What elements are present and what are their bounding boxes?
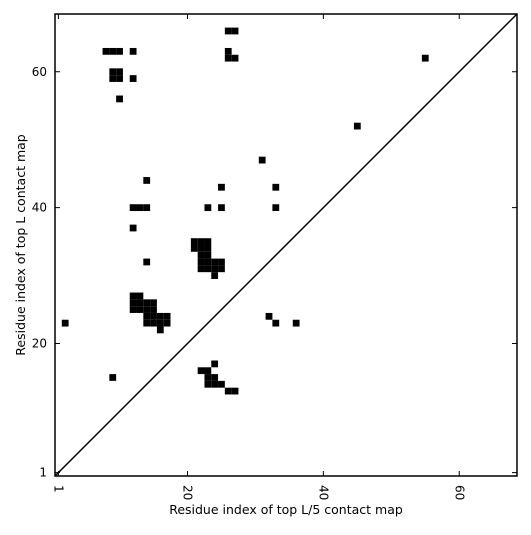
- contact-cell-upper: [129, 47, 137, 55]
- contact-cell-upper: [143, 258, 151, 266]
- contact-cell-upper: [136, 204, 144, 212]
- contact-cell-lower: [224, 387, 232, 395]
- contact-cell-lower: [218, 380, 225, 388]
- contact-cell-upper: [197, 251, 205, 259]
- contact-cell-upper: [204, 204, 212, 212]
- contact-cell-upper: [190, 238, 198, 245]
- contact-cell-upper: [143, 177, 151, 184]
- contact-cell-lower: [163, 312, 171, 320]
- contact-cell-lower: [143, 312, 151, 320]
- contact-cell-lower: [143, 319, 151, 327]
- contact-cell-lower: [150, 312, 157, 320]
- contact-cell-upper: [258, 156, 266, 164]
- contact-cell-lower: [150, 299, 157, 307]
- contact-cell-upper: [197, 245, 205, 252]
- contact-cell-upper: [197, 238, 205, 245]
- contact-cell-upper: [116, 75, 123, 82]
- contact-cell-lower: [129, 299, 137, 307]
- plot-frame: [54, 13, 518, 477]
- contact-cell-lower: [136, 306, 144, 313]
- contact-cell-upper: [231, 54, 239, 62]
- contact-cell-lower: [156, 319, 164, 327]
- contact-cell-lower: [211, 380, 219, 388]
- contact-cell-upper: [129, 224, 137, 232]
- contact-cell-lower: [150, 306, 157, 313]
- contact-cell-lower: [265, 312, 273, 320]
- contact-cell-lower: [109, 374, 117, 381]
- contact-cell-lower: [163, 319, 171, 327]
- y-tick-label: 40: [32, 201, 47, 215]
- contact-cell-upper: [116, 47, 123, 55]
- contact-cell-upper: [204, 251, 212, 259]
- contact-cell-lower: [211, 360, 219, 368]
- contact-cell-upper: [102, 47, 110, 55]
- contact-cell-lower: [156, 326, 164, 334]
- contact-cell-upper: [231, 27, 239, 35]
- contact-cell-upper: [211, 265, 219, 273]
- x-tick-label: 1: [51, 485, 65, 493]
- contact-cell-upper: [218, 265, 225, 273]
- y-tick-label: 1: [39, 466, 47, 480]
- x-tick-label: 40: [316, 485, 330, 500]
- y-tick-label: 60: [32, 65, 47, 79]
- contact-cell-lower: [61, 319, 69, 327]
- contact-cell-upper: [224, 54, 232, 62]
- contact-cell-upper: [190, 245, 198, 252]
- contact-cell-lower: [197, 367, 205, 375]
- y-axis-title: Residue index of top L contact map: [13, 134, 28, 355]
- contact-cell-upper: [421, 54, 429, 62]
- contact-cell-upper: [218, 204, 225, 212]
- diagonal-line-layer: [54, 13, 518, 477]
- contact-cell-upper: [204, 265, 212, 273]
- contact-cell-upper: [353, 122, 361, 130]
- contact-cell-lower: [204, 374, 212, 381]
- contact-cell-lower: [143, 299, 151, 307]
- contact-cell-upper: [109, 68, 117, 76]
- contact-cell-upper: [143, 204, 151, 212]
- contact-cell-upper: [116, 68, 123, 76]
- contact-cell-upper: [211, 258, 219, 266]
- contact-cell-lower: [211, 374, 219, 381]
- contact-cell-upper: [109, 75, 117, 82]
- contact-cell-upper: [204, 238, 212, 245]
- contact-cell-lower: [272, 319, 280, 327]
- contact-cell-lower: [292, 319, 300, 327]
- contact-cell-lower: [136, 299, 144, 307]
- contact-cell-upper: [197, 258, 205, 266]
- axis-ticks: 1 20 40 60 1 20 40 60: [32, 14, 517, 500]
- contact-cell-lower: [143, 306, 151, 313]
- contact-cell-lower: [204, 367, 212, 375]
- contact-cell-upper: [211, 272, 219, 279]
- diagonal-line: [54, 13, 518, 477]
- contact-cell-lower: [204, 380, 212, 388]
- contact-cell-lower: [156, 312, 164, 320]
- contact-cells: [61, 27, 429, 395]
- contact-cell-upper: [129, 75, 137, 82]
- x-axis-title: Residue index of top L/5 contact map: [169, 502, 403, 517]
- contact-cell-lower: [129, 306, 137, 313]
- contact-cell-upper: [224, 47, 232, 55]
- contact-cell-upper: [224, 27, 232, 35]
- contact-cell-lower: [136, 292, 144, 300]
- contact-cell-upper: [116, 95, 123, 103]
- contact-cell-upper: [272, 183, 280, 191]
- contact-cell-upper: [204, 258, 212, 266]
- contact-cell-upper: [109, 47, 117, 55]
- contact-cell-lower: [150, 319, 157, 327]
- contact-cell-upper: [197, 265, 205, 273]
- contact-cell-upper: [272, 204, 280, 212]
- contact-cell-upper: [129, 204, 137, 212]
- contact-cell-upper: [218, 183, 225, 191]
- contact-cell-lower: [129, 292, 137, 300]
- x-tick-label: 60: [452, 485, 466, 500]
- contact-cell-upper: [218, 258, 225, 266]
- contact-cell-upper: [204, 245, 212, 252]
- contact-cell-lower: [231, 387, 239, 395]
- y-tick-label: 20: [32, 337, 47, 351]
- x-tick-label: 20: [180, 485, 194, 500]
